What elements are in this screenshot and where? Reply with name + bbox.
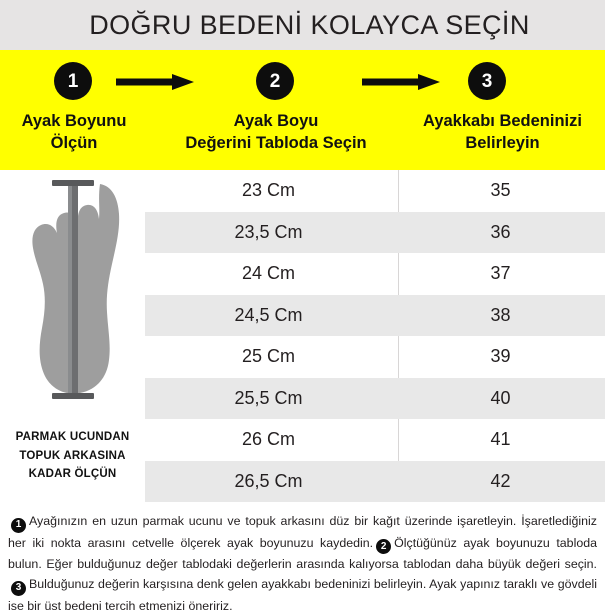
step-label-2: Ayak Boyu Değerini Tabloda Seçin: [185, 112, 367, 153]
cell-shoe-size: 35: [490, 180, 511, 201]
cell-shoe-size: 39: [490, 346, 511, 367]
cell-foot-length: 24 Cm: [241, 263, 295, 284]
table-row: 23 Cm 35: [145, 170, 605, 212]
page-title-bar: DOĞRU BEDENİ KOLAYCA SEÇİN: [0, 0, 605, 50]
table-row: 25 Cm 39: [145, 336, 605, 378]
table-row: 26,5 Cm 42: [145, 460, 605, 502]
footer-badge-1: 1: [11, 517, 26, 533]
table-row: 23,5 Cm 36: [145, 211, 605, 253]
cell-shoe-size: 40: [490, 387, 511, 408]
arrow-right-icon-1: [116, 74, 194, 90]
table-row: 25,5 Cm 40: [145, 377, 605, 419]
step-label-3: Ayakkabı Bedeninizi Belirleyin: [423, 112, 582, 153]
footer-badge-3: 3: [11, 580, 26, 596]
cell-shoe-size: 36: [490, 221, 511, 242]
foot-illustration-caption: PARMAK UCUNDAN TOPUK ARKASINA KADAR ÖLÇÜ…: [15, 431, 130, 481]
cell-shoe-size: 42: [490, 470, 511, 491]
foot-illustration-panel: PARMAK UCUNDAN TOPUK ARKASINA KADAR ÖLÇÜ…: [0, 170, 145, 505]
cell-shoe-size: 38: [490, 304, 511, 325]
footer-text-2: Ölçtüğünüz ayak boyunuzu tabloda bulun. …: [8, 535, 597, 572]
cell-foot-length: 25,5 Cm: [234, 387, 303, 408]
size-table: 23 Cm 35 23,5 Cm 36 24 Cm 37 24,5 Cm 38 25 Cm 39 2…: [145, 170, 605, 505]
footer-text-3: Bulduğunuz değerin karşısına denk gelen …: [8, 577, 597, 613]
page-title: DOĞRU BEDENİ KOLAYCA SEÇİN: [89, 9, 530, 40]
table-row: 24,5 Cm 38: [145, 294, 605, 336]
cell-foot-length: 23 Cm: [241, 180, 295, 201]
cell-foot-length: 24,5 Cm: [234, 304, 303, 325]
cell-shoe-size: 37: [490, 263, 511, 284]
step-label-1: Ayak Boyunu Ölçün: [21, 112, 127, 153]
footer-instructions: 1 Ayağınızın en uzun parmak ucunu ve topu…: [0, 505, 605, 614]
footer-text-1: Ayağınızın en uzun parmak ucunu ve topuk…: [8, 514, 597, 550]
cell-foot-length: 23,5 Cm: [234, 221, 303, 242]
step-badge-1: 1: [54, 62, 92, 100]
step-badge-2: 2: [256, 62, 294, 100]
arrow-right-icon-2: [362, 74, 440, 90]
cell-foot-length: 25 Cm: [241, 346, 295, 367]
steps-band: 1 2 3 Ayak Boyunu Ölçün Ayak Boyu Değeri…: [0, 50, 605, 170]
table-row: 26 Cm 41: [145, 419, 605, 461]
step-badge-3: 3: [468, 62, 506, 100]
table-row: 24 Cm 37: [145, 253, 605, 295]
cell-foot-length: 26,5 Cm: [234, 470, 303, 491]
footprint-diagram-icon: [32, 180, 120, 399]
cell-foot-length: 26 Cm: [241, 429, 295, 450]
cell-shoe-size: 41: [490, 429, 511, 450]
footer-badge-2: 2: [376, 539, 392, 554]
